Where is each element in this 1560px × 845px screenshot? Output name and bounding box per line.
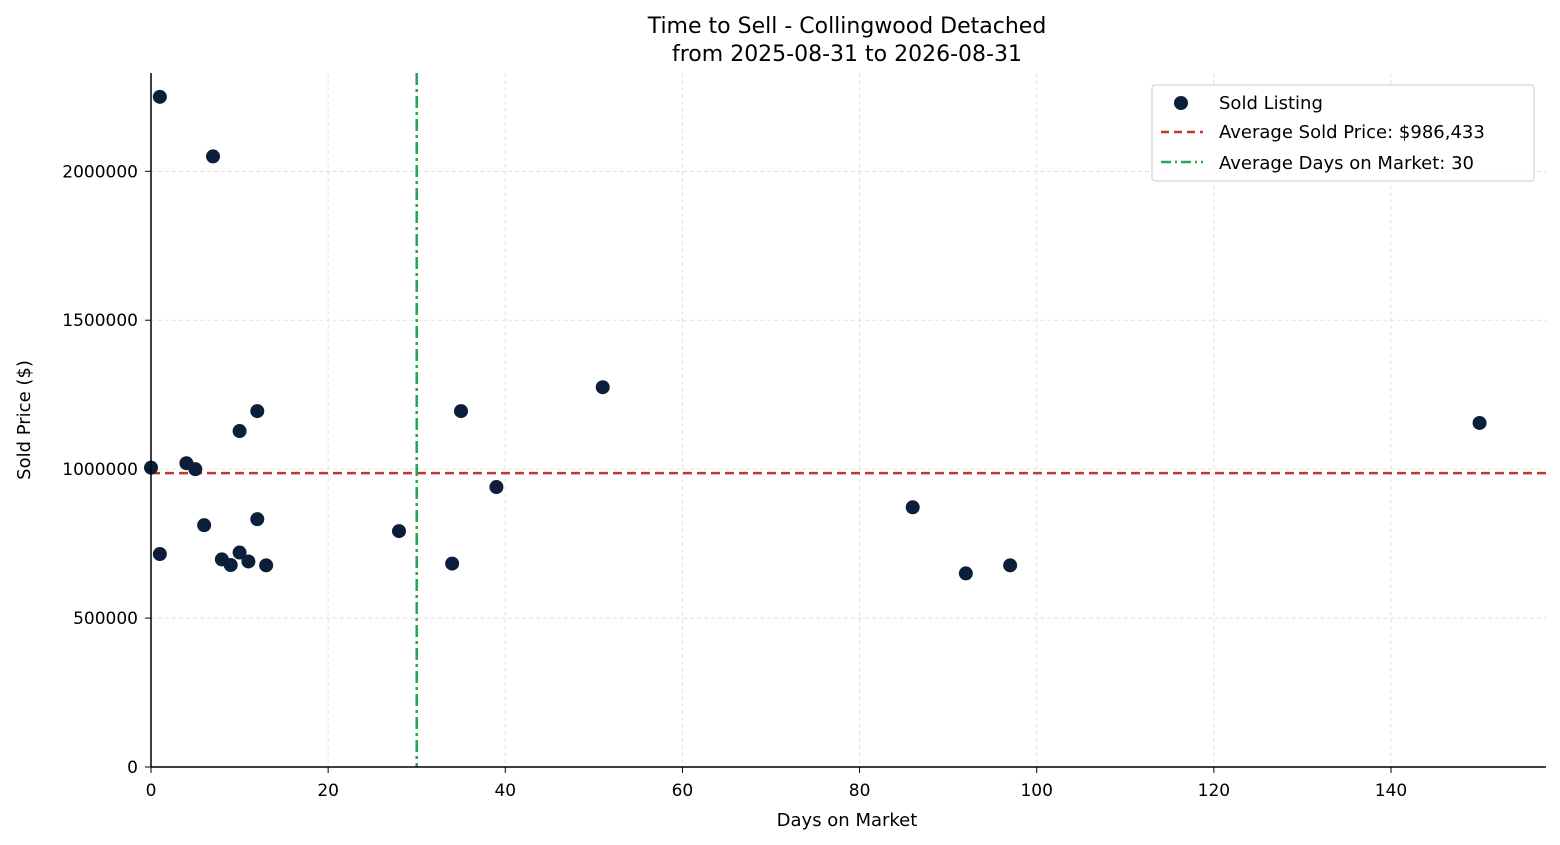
scatter-point (232, 545, 247, 560)
scatter-point (489, 480, 504, 495)
x-tick-label: 60 (672, 781, 694, 801)
scatter-point (392, 524, 406, 539)
scatter-point (958, 566, 973, 581)
scatter-point (905, 500, 920, 515)
scatter-point (188, 462, 203, 477)
reference-lines (151, 73, 1546, 767)
legend: Sold Listing Average Sold Price: $986,43… (1151, 84, 1535, 182)
tick-labels: 0 20 40 60 80 100 120 140 0 500000 1000000 1500000 2… (62, 162, 1407, 801)
y-tick-label: 1000000 (62, 460, 138, 480)
scatter-points (144, 89, 1487, 581)
legend-label-sold-listing: Sold Listing (1219, 93, 1323, 114)
x-tick-label: 120 (1198, 781, 1230, 801)
grid (151, 73, 1546, 767)
x-tick-label: 100 (1020, 781, 1052, 801)
y-tick-label: 2000000 (62, 162, 138, 182)
scatter-point (223, 558, 238, 573)
scatter-point (259, 558, 274, 573)
y-tick-label: 0 (127, 758, 138, 778)
chart-subtitle: from 2025-08-31 to 2026-08-31 (672, 42, 1022, 67)
scatter-point (241, 554, 256, 569)
scatter-point (152, 547, 167, 562)
scatter-point (206, 149, 220, 164)
x-tick-label: 20 (317, 781, 339, 801)
chart-title: Time to Sell - Collingwood Detached (647, 14, 1047, 39)
legend-label-average-price: Average Sold Price: $986,433 (1219, 122, 1485, 143)
x-tick-label: 0 (146, 781, 157, 801)
scatter-point (197, 518, 212, 533)
legend-box (1151, 84, 1535, 182)
y-tick-label: 1500000 (62, 311, 138, 331)
scatter-point (1472, 415, 1487, 430)
x-tick-label: 40 (494, 781, 516, 801)
scatter-point (1003, 558, 1018, 573)
scatter-point (595, 380, 610, 395)
legend-label-average-days: Average Days on Market: 30 (1219, 153, 1474, 174)
y-tick-label: 500000 (73, 609, 138, 629)
x-tick-label: 140 (1375, 781, 1407, 801)
y-axis-label: Sold Price ($) (14, 360, 35, 480)
legend-marker-sold-listing (1174, 96, 1188, 110)
x-axis-label: Days on Market (777, 810, 918, 831)
scatter-point (445, 556, 460, 571)
scatter-point (152, 89, 167, 104)
x-tick-label: 80 (849, 781, 871, 801)
scatter-point (250, 512, 265, 527)
axes (145, 73, 1546, 773)
scatter-point (232, 424, 247, 439)
scatter-point (250, 404, 265, 419)
scatter-point (454, 404, 468, 419)
